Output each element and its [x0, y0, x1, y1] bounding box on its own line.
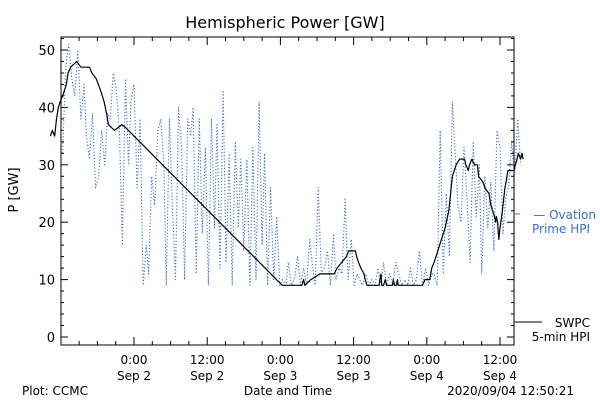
- y-axis-label: P [GW]: [7, 167, 22, 212]
- x-tick-date-label: Sep 3: [263, 369, 297, 383]
- y-tick-label: 0: [47, 331, 55, 346]
- y-tick-label: 20: [38, 216, 55, 231]
- footer-credit: Plot: CCMC: [22, 384, 88, 398]
- ovation-legend-label: — Ovation: [533, 208, 596, 222]
- x-tick-time-label: 12:00: [483, 353, 518, 367]
- x-tick-date-label: Sep 3: [337, 369, 371, 383]
- x-tick-date-label: Sep 2: [117, 369, 151, 383]
- plot-area: 0 10 20 30 40 50 0:00 Sep 2 12:00 Sep 2 0:00 Sep 3 1…: [38, 36, 596, 383]
- y-tick-label: 50: [38, 44, 55, 59]
- swpc-hpi-line: [49, 60, 524, 286]
- plot-frame: [60, 36, 515, 346]
- y-tick-label: 30: [38, 159, 55, 174]
- swpc-legend-label: SWPC: [555, 316, 590, 330]
- y-tick-label: 10: [38, 274, 55, 289]
- x-tick-time-label: 12:00: [190, 353, 225, 367]
- x-tick-time-label: 12:00: [336, 353, 371, 367]
- ovation-hpi-line: [62, 43, 522, 286]
- x-tick-time-label: 0:00: [121, 353, 148, 367]
- y-tick-label: 40: [38, 101, 55, 116]
- swpc-legend-label-2: 5-min HPI: [532, 330, 590, 344]
- x-tick-date-label: Sep 2: [190, 369, 224, 383]
- x-axis-label: Date and Time: [244, 384, 332, 398]
- x-tick-date-label: Sep 4: [410, 369, 444, 383]
- x-tick-time-label: 0:00: [413, 353, 440, 367]
- footer-timestamp: 2020/09/04 12:50:21: [447, 384, 574, 398]
- chart-title: Hemispheric Power [GW]: [185, 13, 384, 32]
- ovation-legend-label-2: Prime HPI: [532, 222, 590, 236]
- x-tick-time-label: 0:00: [267, 353, 294, 367]
- x-tick-date-label: Sep 4: [483, 369, 517, 383]
